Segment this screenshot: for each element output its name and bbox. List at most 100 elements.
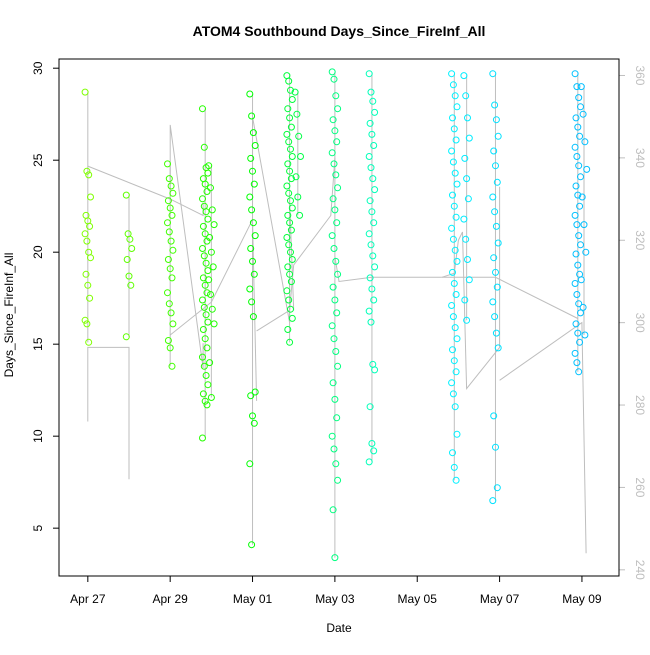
x-tick-label: May 05: [398, 592, 438, 606]
data-point: [248, 541, 256, 549]
data-point: [465, 134, 473, 142]
data-point: [199, 434, 206, 442]
data-point: [248, 298, 256, 306]
data-point: [288, 204, 296, 212]
x-tick-label: May 03: [315, 592, 355, 606]
data-point: [251, 388, 259, 396]
data-point: [165, 300, 173, 308]
data-point: [169, 189, 177, 197]
data-point: [331, 395, 339, 403]
data-point: [493, 178, 501, 186]
data-point: [203, 188, 211, 195]
data-point: [365, 70, 373, 78]
data-point: [451, 403, 459, 411]
axes-layer: Apr 27 Apr 29 May 01 May 03 May 05 May 07 May …: [31, 61, 647, 606]
data-point: [492, 116, 500, 124]
data-point: [449, 114, 456, 122]
data-point: [250, 419, 258, 427]
data-point: [286, 114, 294, 122]
data-point: [249, 129, 257, 137]
data-point: [293, 110, 301, 118]
data-point: [164, 256, 172, 263]
data-point: [366, 119, 374, 127]
data-point: [571, 349, 579, 357]
data-point: [489, 193, 497, 201]
data-point: [366, 274, 374, 282]
data-point: [87, 254, 94, 262]
data-point: [370, 447, 378, 455]
data-point: [577, 309, 584, 317]
data-point: [573, 291, 581, 298]
data-point: [492, 268, 499, 276]
data-point: [86, 294, 94, 302]
y2-tick-label: 260: [633, 477, 647, 497]
data-point: [463, 316, 471, 324]
data-point: [450, 357, 458, 365]
data-point: [452, 291, 460, 298]
data-point: [287, 175, 295, 183]
data-point: [284, 160, 292, 168]
data-point: [122, 191, 130, 199]
data-point: [464, 195, 472, 203]
data-point: [250, 270, 258, 278]
data-point: [451, 324, 459, 332]
data-point: [571, 70, 579, 78]
data-point: [284, 326, 292, 333]
data-point: [202, 372, 210, 379]
data-point: [81, 230, 89, 238]
data-point: [452, 136, 460, 144]
data-point: [333, 138, 341, 146]
data-point: [287, 305, 294, 313]
data-point: [166, 265, 174, 273]
data-point: [199, 105, 206, 113]
data-point: [167, 237, 175, 245]
data-point: [333, 414, 341, 422]
data-point: [248, 206, 256, 214]
data-point: [285, 241, 293, 249]
data-point: [204, 215, 212, 223]
data-point: [199, 245, 206, 252]
data-point: [205, 162, 213, 170]
data-point: [251, 232, 259, 240]
data-point: [464, 256, 471, 263]
data-point: [85, 171, 93, 179]
data-point: [286, 338, 294, 346]
data-point: [127, 281, 135, 289]
data-point: [122, 333, 130, 341]
data-point: [577, 103, 584, 111]
x-tick-label: Apr 29: [152, 592, 188, 606]
data-point: [449, 390, 457, 398]
data-point: [572, 320, 580, 328]
data-point: [334, 270, 342, 278]
data-point: [249, 219, 257, 227]
data-point: [168, 362, 176, 370]
data-point: [206, 359, 214, 367]
data-point: [246, 285, 254, 293]
data-point: [246, 193, 254, 201]
data-point: [202, 208, 210, 216]
data-point: [573, 83, 581, 91]
data-point: [575, 162, 583, 170]
data-point: [489, 298, 497, 306]
x-tick-label: May 01: [233, 592, 273, 606]
data-point: [203, 289, 211, 297]
data-point: [168, 211, 176, 219]
series-line: [334, 256, 442, 283]
series-line: [441, 186, 501, 390]
data-point: [452, 213, 460, 221]
series-line: [441, 276, 579, 319]
data-point: [464, 114, 471, 122]
data-point: [203, 344, 211, 352]
data-point: [448, 147, 456, 155]
data-point: [334, 105, 342, 113]
data-point: [490, 147, 498, 155]
data-point: [331, 206, 339, 214]
data-point: [453, 103, 461, 111]
data-point: [168, 274, 176, 282]
data-point: [367, 241, 375, 249]
data-point: [491, 208, 499, 216]
data-point: [328, 149, 336, 157]
data-point: [368, 285, 376, 293]
data-point: [164, 197, 172, 205]
data-point: [333, 219, 341, 227]
